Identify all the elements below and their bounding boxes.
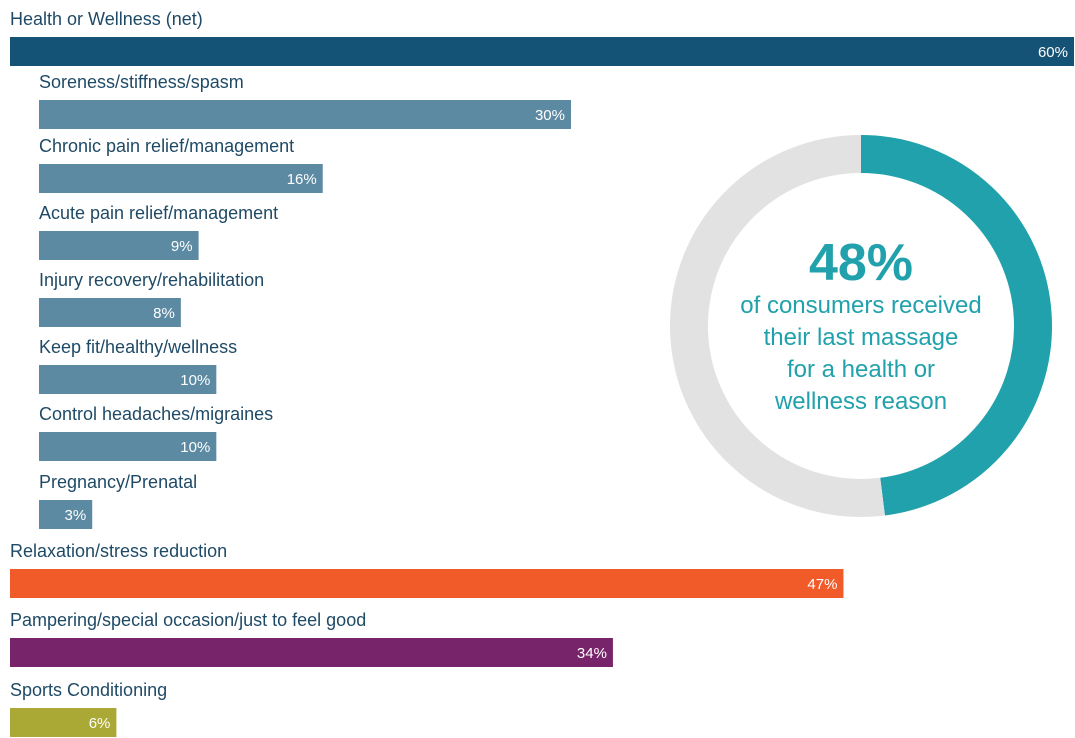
bar: [39, 432, 217, 461]
value-label: 10%: [180, 439, 210, 456]
category-label: Injury recovery/rehabilitation: [39, 270, 264, 290]
value-label: 8%: [153, 305, 175, 322]
bar: [39, 365, 217, 394]
donut-center-value: 48%: [809, 234, 913, 292]
bar: [39, 500, 93, 529]
value-label: 3%: [65, 507, 87, 524]
donut-center-text-line: their last massage: [764, 324, 959, 351]
category-label: Control headaches/migraines: [39, 404, 273, 424]
donut-center-text-line: of consumers received: [740, 292, 981, 319]
category-label: Keep fit/healthy/wellness: [39, 337, 237, 357]
value-label: 6%: [89, 715, 111, 732]
bar: [39, 298, 181, 327]
bar-chart: Health or Wellness (net) 60% Soreness/stif…: [10, 9, 1074, 737]
donut-center-text-line: wellness reason: [774, 388, 947, 415]
category-label: Soreness/stiffness/spasm: [39, 72, 244, 92]
value-label: 60%: [1038, 44, 1068, 61]
bar: [10, 569, 844, 598]
donut-chart: 48% of consumers received their last mas…: [670, 135, 1052, 517]
category-label: Pampering/special occasion/just to feel …: [10, 610, 366, 630]
bar: [10, 37, 1074, 66]
bar: [39, 164, 323, 193]
bar: [39, 100, 571, 129]
value-label: 47%: [807, 576, 837, 593]
category-label: Chronic pain relief/management: [39, 136, 294, 156]
category-label: Acute pain relief/management: [39, 203, 278, 223]
category-label: Pregnancy/Prenatal: [39, 472, 197, 492]
category-label: Health or Wellness (net): [10, 9, 203, 29]
value-label: 30%: [535, 107, 565, 124]
value-label: 9%: [171, 238, 193, 255]
donut-slice: [670, 135, 885, 517]
donut-center-text-line: for a health or: [787, 356, 935, 383]
value-label: 34%: [577, 645, 607, 662]
value-label: 16%: [287, 171, 317, 188]
bar: [10, 708, 117, 737]
category-label: Sports Conditioning: [10, 680, 167, 700]
donut-slice: [860, 135, 1052, 516]
category-label: Relaxation/stress reduction: [10, 541, 227, 561]
value-label: 10%: [180, 372, 210, 389]
bar: [39, 231, 199, 260]
bar: [10, 638, 613, 667]
